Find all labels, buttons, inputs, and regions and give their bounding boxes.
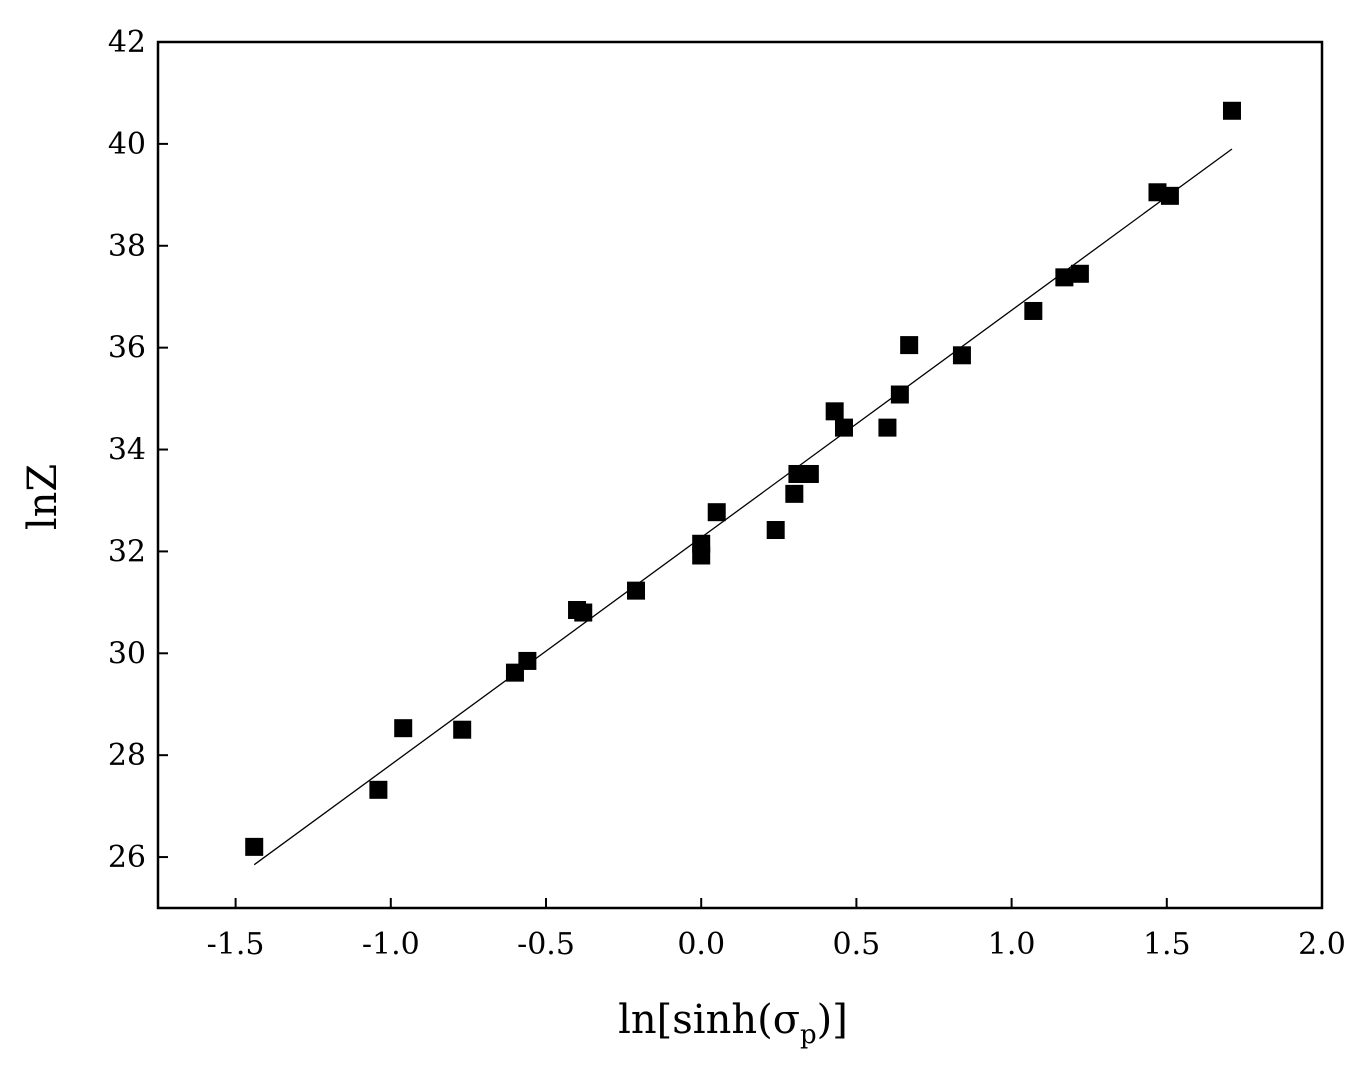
- data-point: [245, 837, 264, 856]
- data-point: [1055, 268, 1074, 287]
- fit-line-layer: [253, 148, 1233, 866]
- data-point: [453, 720, 472, 739]
- data-point: [1160, 186, 1179, 205]
- x-axis-label-tail: )]: [817, 997, 848, 1043]
- data-point: [627, 581, 646, 600]
- data-point: [825, 402, 844, 421]
- fit-line: [253, 148, 1233, 866]
- x-axis-label: ln[sinh(σp)]: [618, 997, 848, 1050]
- plot-frame: [156, 40, 1324, 910]
- data-point: [369, 780, 388, 799]
- x-tick-label: -1.0: [362, 927, 420, 962]
- x-tick-label: 2.0: [1298, 927, 1346, 962]
- y-tick-label: 42: [108, 25, 146, 60]
- y-tick-label: 36: [108, 331, 146, 366]
- ticks-layer: -1.5 -1.0 -0.5 0.0 0.5 1.0 1.5 2.0 26 28 30 32 34 36 3…: [108, 25, 1346, 962]
- y-tick-label: 40: [108, 127, 146, 162]
- x-tick-label: 1.0: [988, 927, 1036, 962]
- data-point: [707, 503, 726, 522]
- y-tick-label: 38: [108, 229, 146, 264]
- data-point: [785, 484, 804, 503]
- data-point: [900, 336, 919, 355]
- points-layer: [245, 101, 1241, 856]
- data-point: [952, 346, 971, 365]
- data-point: [834, 418, 853, 437]
- x-tick-label: 0.0: [677, 927, 725, 962]
- x-axis-label-main: ln[sinh(σ: [618, 997, 800, 1043]
- x-tick-label: 1.5: [1143, 927, 1191, 962]
- y-tick-label: 30: [108, 636, 146, 671]
- y-tick-label: 26: [108, 840, 146, 875]
- x-tick-label: 0.5: [833, 927, 881, 962]
- data-point: [518, 651, 537, 670]
- y-tick-label: 34: [108, 433, 146, 468]
- x-axis-label-subscript: p: [800, 1020, 817, 1050]
- x-tick-label: -1.5: [207, 927, 265, 962]
- data-point: [800, 464, 819, 483]
- x-tick-label: -0.5: [517, 927, 575, 962]
- data-point: [1024, 301, 1043, 320]
- y-tick-label: 32: [108, 534, 146, 569]
- data-point: [766, 521, 785, 540]
- y-axis-label: lnZ: [20, 464, 66, 530]
- data-point: [394, 719, 413, 738]
- data-point: [574, 603, 593, 622]
- data-point: [1070, 264, 1089, 283]
- data-point: [692, 534, 711, 553]
- data-point: [878, 418, 897, 437]
- data-point: [1222, 101, 1241, 120]
- y-tick-label: 28: [108, 738, 146, 773]
- data-point: [890, 385, 909, 404]
